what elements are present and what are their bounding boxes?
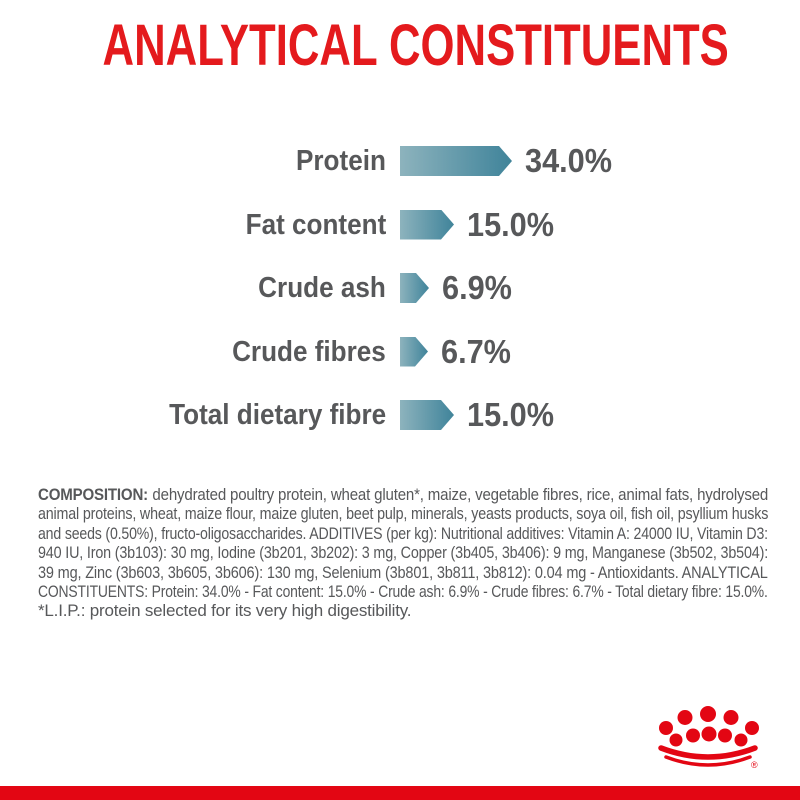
- bar: [400, 273, 429, 303]
- composition-line-5: 39 mg, Zinc (3b603, 3b605, 3b606): 130 m…: [38, 562, 768, 582]
- chart-row-crude-ash: Crude ash 6.9%: [0, 269, 800, 306]
- bar-label: Fat content: [245, 208, 386, 241]
- constituents-chart: Protein 34.0% Fat content 15.0% Crude ash 6.9…: [0, 142, 800, 433]
- bar: [400, 337, 428, 367]
- bar-label: Crude fibres: [232, 335, 386, 368]
- bar-label: Protein: [296, 145, 386, 177]
- chart-row-crude-fibres: Crude fibres 6.7%: [0, 332, 800, 370]
- bar: [400, 400, 454, 430]
- composition-line-1: COMPOSITION: dehydrated poultry protein, …: [38, 485, 768, 504]
- bar-value: 6.9%: [442, 269, 512, 306]
- composition-line-2: animal proteins, wheat, maize flour, mai…: [38, 504, 769, 524]
- composition-text: COMPOSITION: dehydrated poultry protein, …: [38, 485, 768, 621]
- registered-trademark-icon: ®: [751, 760, 758, 770]
- composition-line-4: 940 IU, Iron (3b103): 30 mg, Iodine (3b2…: [38, 543, 769, 563]
- page-title-text: ANALYTICAL CONSTITUENTS: [102, 13, 729, 78]
- chart-row-fat-content: Fat content 15.0%: [0, 205, 800, 243]
- bar: [400, 146, 512, 176]
- composition-line-3: and seeds (0.50%), fructo-oligosaccharid…: [38, 523, 768, 543]
- bar-value: 15.0%: [467, 205, 555, 243]
- composition-line-1-text: dehydrated poultry protein, wheat gluten…: [152, 485, 769, 504]
- footer-red-bar: [0, 786, 800, 800]
- bar-value: 6.7%: [441, 332, 511, 370]
- chart-row-total-dietary-fibre: Total dietary fibre 15.0%: [0, 396, 800, 433]
- bar-value: 15.0%: [467, 396, 555, 433]
- chart-row-protein: Protein 34.0%: [0, 142, 800, 179]
- royal-canin-crown-icon: ®: [658, 706, 759, 770]
- page-title: ANALYTICAL CONSTITUENTS: [0, 13, 800, 78]
- composition-line-6: CONSTITUENTS: Protein: 34.0% - Fat conte…: [38, 581, 768, 601]
- bar: [400, 210, 454, 240]
- bar-label: Total dietary fibre: [168, 399, 386, 431]
- bar-label: Crude ash: [258, 272, 386, 304]
- composition-heading: COMPOSITION:: [38, 485, 148, 504]
- composition-line-7: *L.I.P.: protein selected for its very h…: [38, 601, 412, 621]
- bar-value: 34.0%: [525, 142, 613, 179]
